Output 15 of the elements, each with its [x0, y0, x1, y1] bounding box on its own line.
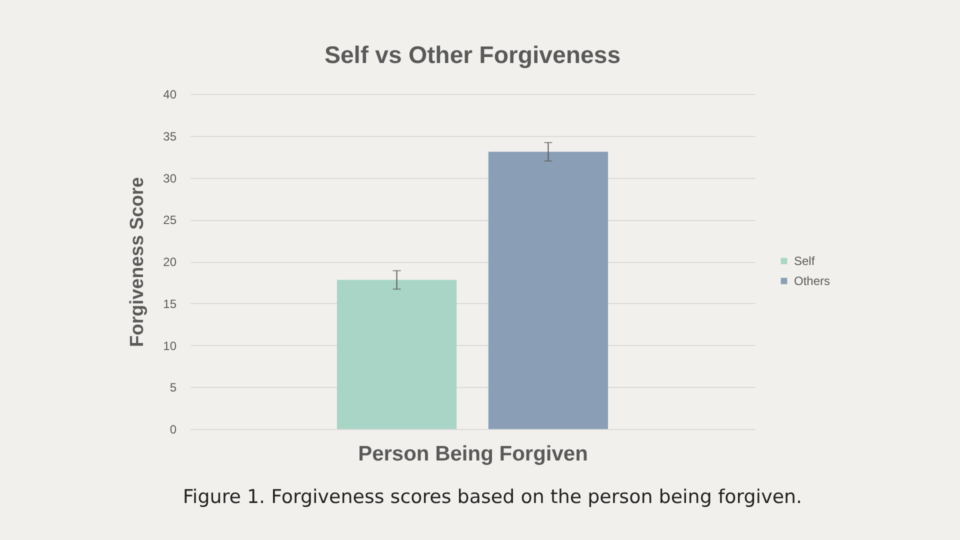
y-tick-label: 15 — [163, 296, 177, 311]
y-tick-label: 20 — [163, 255, 177, 269]
y-tick-label: 30 — [163, 171, 177, 186]
y-tick-label: 0 — [170, 422, 177, 436]
legend-label: Others — [794, 274, 830, 288]
y-tick-label: 5 — [170, 380, 177, 395]
chart-title: Self vs Other Forgiveness — [324, 42, 621, 69]
x-axis-title: Person Being Forgiven — [358, 442, 588, 466]
y-tick-label: 25 — [163, 213, 177, 228]
legend-label: Self — [794, 254, 816, 268]
y-axis-title: Forgiveness Score — [127, 176, 148, 348]
y-tick-label: 35 — [163, 129, 177, 144]
y-tick-label: 40 — [163, 88, 177, 102]
caption: Figure 1. Forgiveness scores based on the person being forgiven. — [182, 486, 802, 508]
y-tick-label: 10 — [163, 338, 177, 353]
